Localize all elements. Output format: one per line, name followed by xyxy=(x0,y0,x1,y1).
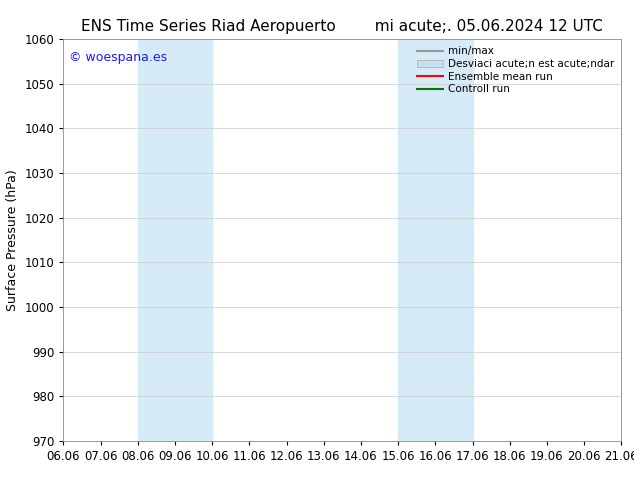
Bar xyxy=(138,39,212,441)
Bar xyxy=(398,39,472,441)
Title: ENS Time Series Riad Aeropuerto        mi acute;. 05.06.2024 12 UTC: ENS Time Series Riad Aeropuerto mi acute… xyxy=(81,19,604,34)
Text: © woespana.es: © woespana.es xyxy=(69,51,167,64)
Y-axis label: Surface Pressure (hPa): Surface Pressure (hPa) xyxy=(6,169,19,311)
Legend: min/max, Desviaci acute;n est acute;ndar, Ensemble mean run, Controll run: min/max, Desviaci acute;n est acute;ndar… xyxy=(415,45,616,97)
